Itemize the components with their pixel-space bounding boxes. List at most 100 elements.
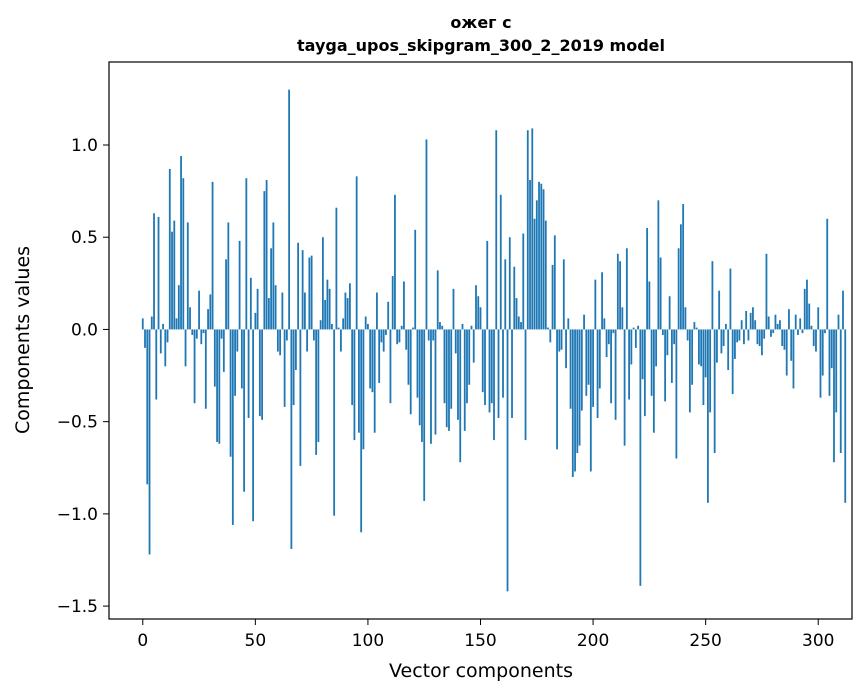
bar-125 [423,329,426,501]
bar-29 [207,309,209,330]
bar-75 [310,255,313,330]
bar-123 [418,329,421,426]
bar-47 [247,329,250,418]
bar-12 [168,168,171,330]
bar-253 [711,261,714,330]
bar-269 [747,329,750,341]
bar-206 [605,329,608,358]
bar-207 [607,329,610,345]
bar-150 [479,307,482,330]
bar-100 [367,323,369,330]
bar-252 [709,329,712,413]
bar-217 [630,329,633,365]
bar-149 [477,296,480,330]
bar-15 [175,318,178,330]
bar-48 [249,277,252,330]
bar-228 [655,329,658,367]
bar-186 [560,329,563,350]
bar-63 [283,329,286,407]
bar-107 [382,329,385,352]
bar-76 [312,329,315,341]
bar-93 [351,329,354,406]
bar-42 [236,329,239,352]
bar-152 [484,329,486,406]
y-axis-ticks: −1.5 −1.0 −0.5 0.0 0.5 1.0 [57,136,109,617]
bar-256 [718,290,721,330]
bar-134 [443,329,446,404]
bar-276 [763,329,766,339]
x-tick-label: 50 [245,631,267,651]
bar-185 [558,329,561,352]
bar-176 [538,181,540,330]
bar-290 [794,314,797,330]
bar-95 [355,176,358,330]
bar-225 [648,281,651,330]
bar-119 [409,329,412,415]
bar-89 [342,318,345,330]
bar-222 [641,329,644,380]
bar-81 [324,299,327,330]
x-tick-label: 200 [577,631,609,651]
bar-172 [529,180,531,330]
bar-264 [736,329,739,343]
bar-168 [520,322,522,330]
bar-4 [150,316,153,330]
bar-102 [371,329,374,393]
bar-293 [801,329,804,334]
bar-117 [405,329,408,350]
bar-31 [211,181,214,330]
bar-126 [425,139,428,330]
bar-111 [391,275,394,330]
bar-35 [220,329,223,339]
bar-57 [270,248,273,330]
bar-275 [761,329,763,356]
bar-38 [227,222,230,330]
bar-237 [675,329,678,459]
bar-236 [673,329,676,345]
bar-268 [745,310,748,330]
bar-158 [497,329,500,418]
bar-157 [495,130,498,330]
bar-257 [720,329,723,354]
bar-161 [504,259,507,330]
bar-232 [664,329,667,402]
bar-223 [643,329,646,417]
bar-297 [810,325,813,330]
chart-title-line-2: tayga_upos_skipgram_300_2_2019 model [297,36,665,55]
bar-215 [625,248,628,330]
bar-68 [294,329,297,371]
bar-10 [164,329,167,367]
bar-216 [628,329,630,400]
bar-305 [828,329,831,396]
bar-213 [621,307,624,330]
bar-124 [421,329,423,442]
bar-55 [265,180,268,330]
bar-245 [693,322,696,330]
bar-199 [589,329,592,472]
chart-title-line-1: ожег c [450,13,511,32]
bar-97 [360,329,363,533]
bar-61 [279,329,282,356]
x-tick-label: 0 [137,631,148,651]
bar-66 [290,329,293,549]
bar-82 [326,279,329,330]
bar-180 [547,327,549,330]
bar-298 [812,329,815,347]
bar-72 [303,292,306,330]
bar-300 [817,307,820,330]
bar-46 [245,178,248,330]
bar-145 [468,329,471,385]
bar-114 [398,329,401,343]
bar-244 [691,329,694,385]
bar-284 [781,329,784,347]
bar-103 [373,329,376,433]
bar-178 [542,189,545,330]
bar-59 [274,285,277,330]
y-tick-label: 0.0 [71,320,98,340]
bar-112 [394,194,396,330]
bar-260 [727,329,730,371]
bar-224 [646,227,649,330]
plot-frame [108,61,853,620]
